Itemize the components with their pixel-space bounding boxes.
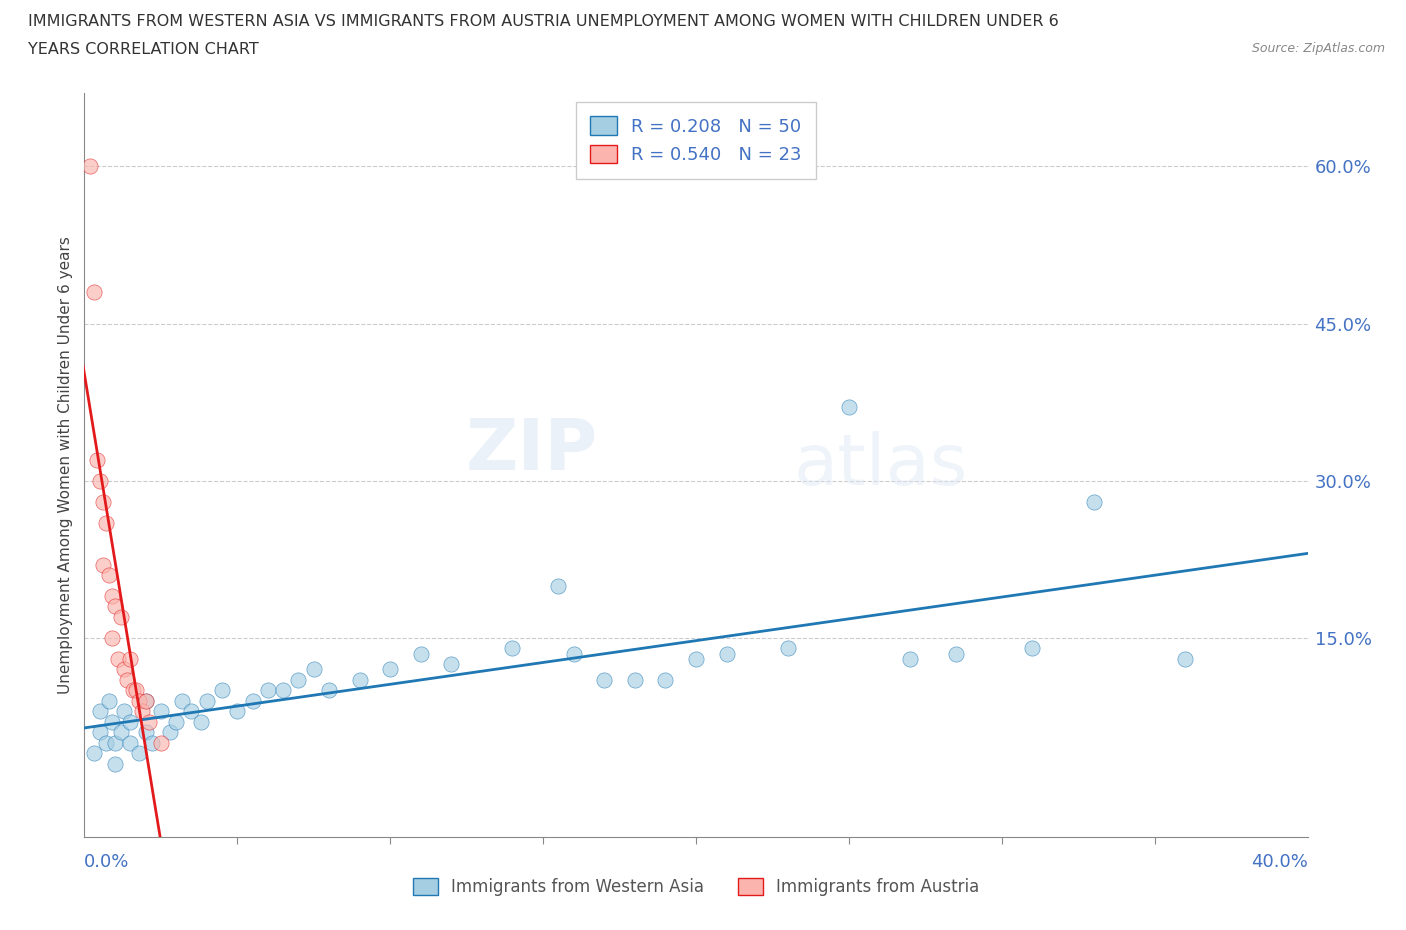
- Point: [131, 704, 153, 719]
- Point: [172, 694, 194, 709]
- Text: YEARS CORRELATION CHART: YEARS CORRELATION CHART: [28, 42, 259, 57]
- Point: [83, 285, 105, 299]
- Point: [89, 704, 111, 719]
- Point: [287, 672, 309, 687]
- Point: [149, 704, 172, 719]
- Point: [91, 557, 114, 572]
- Text: ZIP: ZIP: [465, 416, 598, 485]
- Point: [94, 736, 117, 751]
- Text: atlas: atlas: [794, 431, 969, 499]
- Point: [180, 704, 202, 719]
- Point: [624, 672, 647, 687]
- Point: [1174, 651, 1197, 666]
- Point: [89, 724, 111, 739]
- Point: [440, 657, 463, 671]
- Point: [97, 694, 120, 709]
- Point: [112, 662, 135, 677]
- Point: [104, 736, 127, 751]
- Point: [945, 646, 967, 661]
- Point: [149, 736, 172, 751]
- Point: [104, 599, 127, 614]
- Point: [122, 683, 145, 698]
- Point: [547, 578, 569, 593]
- Point: [125, 683, 148, 698]
- Point: [226, 704, 249, 719]
- Point: [502, 641, 524, 656]
- Point: [138, 714, 160, 729]
- Point: [94, 515, 117, 530]
- Point: [716, 646, 738, 661]
- Point: [135, 724, 157, 739]
- Point: [409, 646, 432, 661]
- Point: [101, 714, 124, 729]
- Point: [112, 704, 135, 719]
- Point: [165, 714, 187, 729]
- Point: [104, 756, 127, 771]
- Point: [115, 672, 138, 687]
- Point: [135, 694, 157, 709]
- Point: [190, 714, 212, 729]
- Point: [128, 746, 150, 761]
- Text: IMMIGRANTS FROM WESTERN ASIA VS IMMIGRANTS FROM AUSTRIA UNEMPLOYMENT AMONG WOMEN: IMMIGRANTS FROM WESTERN ASIA VS IMMIGRAN…: [28, 14, 1059, 29]
- Point: [898, 651, 921, 666]
- Point: [128, 694, 150, 709]
- Point: [380, 662, 402, 677]
- Point: [120, 714, 142, 729]
- Point: [593, 672, 616, 687]
- Point: [135, 694, 157, 709]
- Point: [120, 736, 142, 751]
- Point: [79, 159, 101, 174]
- Text: Source: ZipAtlas.com: Source: ZipAtlas.com: [1251, 42, 1385, 55]
- Point: [97, 567, 120, 582]
- Point: [318, 683, 340, 698]
- Point: [110, 609, 132, 624]
- Point: [562, 646, 585, 661]
- Point: [242, 694, 264, 709]
- Point: [685, 651, 707, 666]
- Point: [776, 641, 799, 656]
- Point: [349, 672, 371, 687]
- Legend: Immigrants from Western Asia, Immigrants from Austria: Immigrants from Western Asia, Immigrants…: [406, 871, 986, 903]
- Point: [838, 400, 860, 415]
- Point: [159, 724, 181, 739]
- Point: [302, 662, 325, 677]
- Point: [83, 746, 105, 761]
- Point: [107, 651, 129, 666]
- Text: 40.0%: 40.0%: [1251, 853, 1308, 870]
- Point: [1083, 494, 1105, 509]
- Point: [257, 683, 280, 698]
- Point: [101, 589, 124, 604]
- Point: [1021, 641, 1043, 656]
- Point: [120, 651, 142, 666]
- Point: [110, 724, 132, 739]
- Text: 0.0%: 0.0%: [84, 853, 129, 870]
- Y-axis label: Unemployment Among Women with Children Under 6 years: Unemployment Among Women with Children U…: [58, 236, 73, 694]
- Point: [195, 694, 218, 709]
- Point: [101, 631, 124, 645]
- Point: [654, 672, 676, 687]
- Point: [211, 683, 233, 698]
- Point: [141, 736, 163, 751]
- Point: [86, 452, 108, 467]
- Point: [89, 473, 111, 488]
- Point: [91, 494, 114, 509]
- Point: [271, 683, 294, 698]
